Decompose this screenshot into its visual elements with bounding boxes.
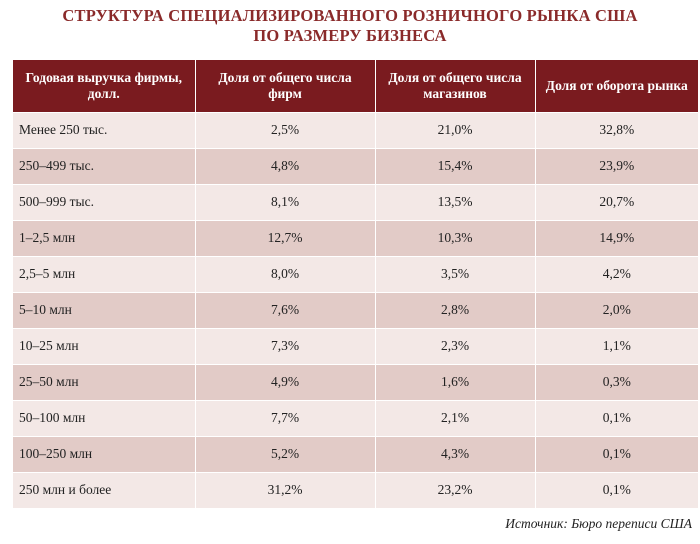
table-row: 100–250 млн 5,2% 4,3% 0,1% xyxy=(13,435,698,472)
firms-share-cell: 12,7% xyxy=(195,219,376,256)
table-row: 250–499 тыс. 4,8% 15,4% 23,9% xyxy=(13,147,698,184)
table-row: 50–100 млн 7,7% 2,1% 0,1% xyxy=(13,399,698,436)
turnover-share-cell: 14,9% xyxy=(535,219,698,256)
revenue-cell: 50–100 млн xyxy=(13,399,196,436)
stores-share-cell: 1,6% xyxy=(375,363,536,400)
revenue-cell: 10–25 млн xyxy=(13,327,196,364)
title-line-1: СТРУКТУРА СПЕЦИАЛИЗИРОВАННОГО РОЗНИЧНОГО… xyxy=(62,6,638,25)
source-note: Источник: Бюро переписи США xyxy=(505,516,692,531)
data-table: Годовая выручка фирмы, долл. Доля от общ… xyxy=(13,60,698,508)
column-header-firms-share: Доля от общего числа фирм xyxy=(195,60,376,112)
stores-share-cell: 4,3% xyxy=(375,435,536,472)
stores-share-cell: 2,1% xyxy=(375,399,536,436)
stores-share-cell: 10,3% xyxy=(375,219,536,256)
firms-share-cell: 7,7% xyxy=(195,399,376,436)
stores-share-cell: 2,8% xyxy=(375,291,536,328)
stores-share-cell: 13,5% xyxy=(375,183,536,220)
stores-share-cell: 3,5% xyxy=(375,255,536,292)
firms-share-cell: 5,2% xyxy=(195,435,376,472)
turnover-share-cell: 4,2% xyxy=(535,255,698,292)
stores-share-cell: 21,0% xyxy=(375,111,536,148)
table-row: 25–50 млн 4,9% 1,6% 0,3% xyxy=(13,363,698,400)
firms-share-cell: 7,6% xyxy=(195,291,376,328)
stores-share-cell: 2,3% xyxy=(375,327,536,364)
turnover-share-cell: 2,0% xyxy=(535,291,698,328)
firms-share-cell: 8,1% xyxy=(195,183,376,220)
revenue-cell: 250–499 тыс. xyxy=(13,147,196,184)
firms-share-cell: 8,0% xyxy=(195,255,376,292)
table-row: 250 млн и более 31,2% 23,2% 0,1% xyxy=(13,471,698,508)
column-header-stores-share: Доля от общего числа магазинов xyxy=(375,60,536,112)
revenue-cell: Менее 250 тыс. xyxy=(13,111,196,148)
turnover-share-cell: 20,7% xyxy=(535,183,698,220)
table-row: 5–10 млн 7,6% 2,8% 2,0% xyxy=(13,291,698,328)
revenue-cell: 1–2,5 млн xyxy=(13,219,196,256)
table-row: 1–2,5 млн 12,7% 10,3% 14,9% xyxy=(13,219,698,256)
firms-share-cell: 7,3% xyxy=(195,327,376,364)
revenue-cell: 25–50 млн xyxy=(13,363,196,400)
firms-share-cell: 31,2% xyxy=(195,471,376,508)
revenue-cell: 250 млн и более xyxy=(13,471,196,508)
turnover-share-cell: 0,3% xyxy=(535,363,698,400)
revenue-cell: 100–250 млн xyxy=(13,435,196,472)
revenue-cell: 500–999 тыс. xyxy=(13,183,196,220)
column-header-revenue: Годовая выручка фирмы, долл. xyxy=(13,60,196,112)
firms-share-cell: 4,9% xyxy=(195,363,376,400)
table-header-row: Годовая выручка фирмы, долл. Доля от общ… xyxy=(13,60,698,112)
firms-share-cell: 2,5% xyxy=(195,111,376,148)
table-row: 10–25 млн 7,3% 2,3% 1,1% xyxy=(13,327,698,364)
turnover-share-cell: 0,1% xyxy=(535,399,698,436)
revenue-cell: 2,5–5 млн xyxy=(13,255,196,292)
turnover-share-cell: 0,1% xyxy=(535,471,698,508)
table-row: 2,5–5 млн 8,0% 3,5% 4,2% xyxy=(13,255,698,292)
turnover-share-cell: 1,1% xyxy=(535,327,698,364)
stores-share-cell: 23,2% xyxy=(375,471,536,508)
table-row: Менее 250 тыс. 2,5% 21,0% 32,8% xyxy=(13,111,698,148)
turnover-share-cell: 0,1% xyxy=(535,435,698,472)
column-header-turnover-share: Доля от оборота рынка xyxy=(535,60,698,112)
turnover-share-cell: 23,9% xyxy=(535,147,698,184)
table-body: Менее 250 тыс. 2,5% 21,0% 32,8% 250–499 тыс.… xyxy=(13,111,698,508)
stores-share-cell: 15,4% xyxy=(375,147,536,184)
turnover-share-cell: 32,8% xyxy=(535,111,698,148)
revenue-cell: 5–10 млн xyxy=(13,291,196,328)
title-line-2: ПО РАЗМЕРУ БИЗНЕСА xyxy=(253,26,447,45)
firms-share-cell: 4,8% xyxy=(195,147,376,184)
page-title: СТРУКТУРА СПЕЦИАЛИЗИРОВАННОГО РОЗНИЧНОГО… xyxy=(0,6,700,46)
table-row: 500–999 тыс. 8,1% 13,5% 20,7% xyxy=(13,183,698,220)
